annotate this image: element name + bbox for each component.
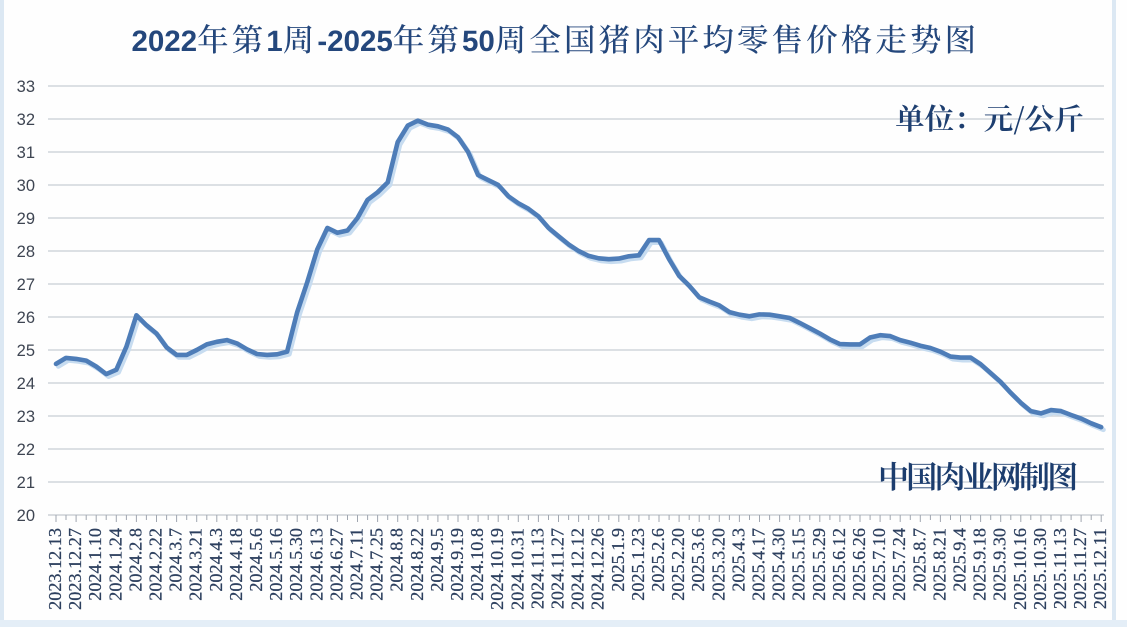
svg-text:2024.6.13: 2024.6.13 bbox=[306, 528, 326, 601]
svg-text:32: 32 bbox=[17, 111, 35, 129]
svg-text:20: 20 bbox=[17, 507, 35, 525]
svg-text:2024.9.5: 2024.9.5 bbox=[427, 528, 447, 592]
svg-text:2025.5.15: 2025.5.15 bbox=[789, 528, 809, 601]
svg-text:31: 31 bbox=[17, 144, 35, 162]
svg-text:2024.11.13: 2024.11.13 bbox=[527, 528, 547, 609]
svg-text:2024.3.7: 2024.3.7 bbox=[166, 528, 186, 592]
svg-text:2024.7.25: 2024.7.25 bbox=[367, 528, 387, 601]
svg-text:2024.2.22: 2024.2.22 bbox=[146, 528, 166, 601]
svg-text:2025.9.30: 2025.9.30 bbox=[990, 528, 1010, 601]
svg-text:2025.5.29: 2025.5.29 bbox=[809, 528, 829, 601]
svg-text:2024.6.27: 2024.6.27 bbox=[326, 528, 346, 601]
svg-text:2024.1.24: 2024.1.24 bbox=[105, 528, 125, 601]
svg-text:2024.8.22: 2024.8.22 bbox=[407, 528, 427, 601]
svg-text:2025.11.27: 2025.11.27 bbox=[1070, 528, 1090, 609]
svg-text:30: 30 bbox=[17, 177, 35, 195]
svg-text:24: 24 bbox=[17, 375, 35, 393]
svg-text:2025.2.6: 2025.2.6 bbox=[648, 528, 668, 592]
svg-text:29: 29 bbox=[17, 210, 35, 228]
svg-text:2025.3.6: 2025.3.6 bbox=[688, 528, 708, 592]
svg-text:2025.8.21: 2025.8.21 bbox=[929, 528, 949, 601]
svg-text:28: 28 bbox=[17, 243, 35, 261]
svg-text:2024.5.6: 2024.5.6 bbox=[246, 528, 266, 592]
svg-text:2024.12.26: 2024.12.26 bbox=[588, 528, 608, 610]
svg-text:2024.3.21: 2024.3.21 bbox=[186, 528, 206, 601]
svg-text:2025.4.3: 2025.4.3 bbox=[728, 528, 748, 592]
svg-text:2024.8.8: 2024.8.8 bbox=[387, 528, 407, 592]
svg-text:2024.10.19: 2024.10.19 bbox=[487, 528, 507, 610]
svg-text:2024.5.16: 2024.5.16 bbox=[266, 528, 286, 601]
svg-text:2024.4.3: 2024.4.3 bbox=[206, 528, 226, 592]
svg-text:2025.1.9: 2025.1.9 bbox=[608, 528, 628, 592]
svg-text:23: 23 bbox=[17, 408, 35, 426]
svg-text:2025.7.24: 2025.7.24 bbox=[889, 528, 909, 601]
svg-text:2025.10.30: 2025.10.30 bbox=[1030, 528, 1050, 610]
svg-text:2024.12.12: 2024.12.12 bbox=[568, 528, 588, 610]
svg-text:2025.2.20: 2025.2.20 bbox=[668, 528, 688, 601]
svg-text:2025.7.10: 2025.7.10 bbox=[869, 528, 889, 601]
svg-text:2025.4.17: 2025.4.17 bbox=[749, 528, 769, 601]
svg-text:2024.5.30: 2024.5.30 bbox=[286, 528, 306, 601]
svg-text:27: 27 bbox=[17, 276, 35, 294]
svg-text:33: 33 bbox=[17, 78, 35, 96]
svg-text:2025.6.12: 2025.6.12 bbox=[829, 528, 849, 601]
svg-text:22: 22 bbox=[17, 441, 35, 459]
svg-text:2023.12.27: 2023.12.27 bbox=[65, 528, 85, 610]
svg-text:2024.1.10: 2024.1.10 bbox=[85, 528, 105, 601]
svg-text:2024.4.18: 2024.4.18 bbox=[226, 528, 246, 601]
svg-text:2025.8.7: 2025.8.7 bbox=[909, 528, 929, 592]
svg-text:2025.9.18: 2025.9.18 bbox=[970, 528, 990, 601]
svg-text:2024.2.8: 2024.2.8 bbox=[125, 528, 145, 592]
svg-text:2024.10.31: 2024.10.31 bbox=[507, 528, 527, 610]
svg-text:26: 26 bbox=[17, 309, 35, 327]
svg-text:2024.7.11: 2024.7.11 bbox=[347, 528, 367, 600]
svg-text:25: 25 bbox=[17, 342, 35, 360]
svg-text:2025.10.16: 2025.10.16 bbox=[1010, 528, 1030, 610]
svg-text:2025.9.4: 2025.9.4 bbox=[950, 528, 970, 592]
svg-text:2025.11.13: 2025.11.13 bbox=[1050, 528, 1070, 609]
svg-text:2024.11.27: 2024.11.27 bbox=[548, 528, 568, 609]
svg-text:2025.12.11: 2025.12.11 bbox=[1090, 528, 1110, 609]
svg-text:2025.3.20: 2025.3.20 bbox=[708, 528, 728, 601]
svg-text:2025.6.26: 2025.6.26 bbox=[849, 528, 869, 601]
svg-text:2025.1.23: 2025.1.23 bbox=[628, 528, 648, 601]
svg-text:2025.4.30: 2025.4.30 bbox=[769, 528, 789, 601]
svg-text:21: 21 bbox=[17, 474, 35, 492]
svg-text:2024.10.8: 2024.10.8 bbox=[467, 528, 487, 601]
svg-text:2024.9.19: 2024.9.19 bbox=[447, 528, 467, 601]
svg-text:2023.12.13: 2023.12.13 bbox=[45, 528, 65, 610]
